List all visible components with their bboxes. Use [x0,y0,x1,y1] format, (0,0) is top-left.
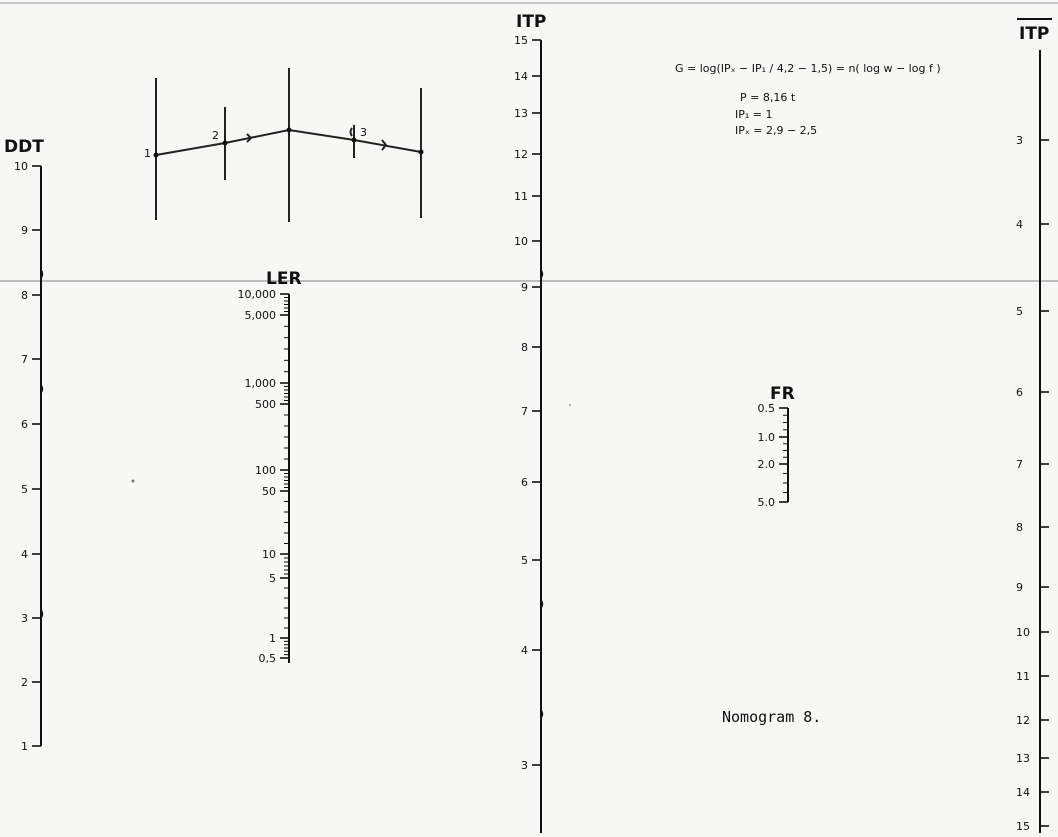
itp-tick-label: 10 [514,235,528,248]
ddt-tick-label: 10 [14,160,28,173]
itp-tick-label: 4 [521,644,528,657]
pivot-construction [155,68,422,222]
ddt-tick-label: 1 [21,740,28,753]
itp-bar-tick-label: 12 [1016,714,1030,727]
itp-tick-label: 9 [521,281,528,294]
itp-tick-label: 7 [521,405,528,418]
pivot-point [351,137,357,143]
pivot-point [418,149,424,155]
ler-tick-label: 5,000 [245,309,277,322]
ddt-tick-label: 9 [21,224,28,237]
pivot-arrow-2 [381,139,388,151]
ddt-tick-label: 5 [21,483,28,496]
itp-bar-tick-label: 4 [1016,218,1023,231]
itp-tick-label: 6 [521,476,528,489]
pivot-point [286,127,292,133]
scale-axes [32,39,1049,833]
ler-tick-label: 10 [262,548,276,561]
pivot-label-3: 3 [360,126,367,139]
itp-tick-label: 12 [514,148,528,161]
itp-tick-label: 13 [514,107,528,120]
scale-tick-labels: 1098765432110,0005,0001,0005001005010510… [14,34,1030,833]
ler-tick-label: 1,000 [245,377,277,390]
ddt-tick-label: 8 [21,289,28,302]
itp-bar-tick-label: 11 [1016,670,1030,683]
ddt-tick-label: 4 [21,548,28,561]
axis-break-mark [540,269,544,279]
pivot-point [222,140,228,146]
itp-tick-label: 3 [521,759,528,772]
itp-bar-tick-label: 3 [1016,134,1023,147]
itp-bar-tick-label: 13 [1016,752,1030,765]
ler-tick-label: 1 [269,632,276,645]
itp-bar-tick-label: 8 [1016,521,1023,534]
ler-tick-label: 10,000 [238,288,277,301]
fr-scale-title: FR [770,384,795,404]
ler-scale-title: LER [266,269,302,289]
itp-tick-label: 15 [514,34,528,47]
axis-break-mark [40,384,44,394]
pivot-label-1: 1 [144,147,151,160]
fr-tick-label: 2.0 [758,458,776,471]
itp-bar-tick-label: 6 [1016,386,1023,399]
itp-bar-tick-label: 14 [1016,786,1030,799]
ler-tick-label: 5 [269,572,276,585]
ler-tick-label: 100 [255,464,276,477]
itp-bar-tick-label: 9 [1016,581,1023,594]
formula-line-2: P = 8,16 t [740,91,796,104]
scan-speck [131,479,135,483]
ler-tick-label: 0,5 [259,652,277,665]
fr-tick-label: 5.0 [758,496,776,509]
ddt-tick-label: 3 [21,612,28,625]
axis-break-mark [40,609,44,619]
ler-tick-label: 50 [262,485,276,498]
itp-tick-label: 14 [514,70,528,83]
pivot-bracket [349,127,353,137]
formula-line-1: G = log(IPₓ − IP₁ / 4,2 − 1,5) = n( log … [675,62,941,75]
axis-break-mark [540,709,544,719]
itp-tick-label: 5 [521,554,528,567]
ddt-tick-label: 6 [21,418,28,431]
axis-break-mark [540,599,544,609]
ddt-tick-label: 7 [21,353,28,366]
itp-tick-label: 11 [514,190,528,203]
pivot-arrow-1 [246,133,253,143]
itp-bar-tick-label: 5 [1016,305,1023,318]
axis-break-mark [40,269,44,279]
ler-tick-label: 500 [255,398,276,411]
pivot-label-2: 2 [212,129,219,142]
formula-line-3: IP₁ = 1 [735,108,773,121]
itp-scale-title: ITP [516,12,546,32]
pivot-point [153,152,159,158]
fr-tick-label: 1.0 [758,431,776,444]
itp-bar-scale-title: ITP [1019,24,1049,44]
nomogram-caption: Nomogram 8. [722,708,821,726]
itp-bar-tick-label: 7 [1016,458,1023,471]
scan-speck [569,404,571,406]
itp-bar-tick-label: 15 [1016,820,1030,833]
formula-line-4: IPₓ = 2,9 − 2,5 [735,124,817,137]
itp-bar-tick-label: 10 [1016,626,1030,639]
itp-tick-label: 8 [521,341,528,354]
pivot-points [153,127,424,158]
fr-tick-label: 0.5 [758,402,776,415]
ddt-scale-title: DDT [4,137,44,157]
ddt-tick-label: 2 [21,676,28,689]
